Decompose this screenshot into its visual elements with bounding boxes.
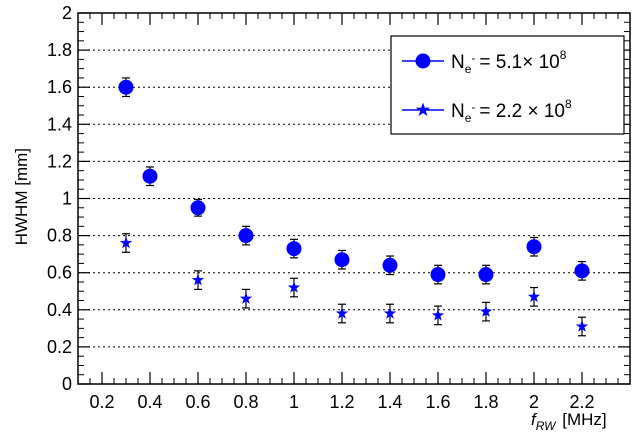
data-point-circle	[142, 168, 158, 184]
data-point-star	[527, 290, 541, 303]
y-tick-label: 1.2	[47, 151, 72, 171]
legend-entry-2: Ne- = 2.2 × 108	[402, 97, 572, 125]
x-tick-label: 0.8	[233, 392, 258, 412]
x-tick-label: 0.6	[185, 392, 210, 412]
x-tick-label: 1.2	[329, 392, 354, 412]
legend-circle-marker	[415, 53, 431, 69]
x-tick-label: 1.6	[425, 392, 450, 412]
data-point-star	[191, 273, 205, 286]
x-tick-label: 2	[529, 392, 539, 412]
tick-labels: 0 0.2 0.4 0.6 0.8 1 1.2 1.4 1.6 1.8 2 0.2 0.4 0.6 0.8 1…	[47, 3, 595, 412]
data-point-star	[239, 292, 253, 304]
y-tick-label: 2	[62, 3, 72, 23]
x-tick-label: 0.4	[137, 392, 162, 412]
data-point-star	[431, 308, 445, 321]
data-point-star	[479, 305, 493, 317]
y-axis-title: HWHM [mm]	[12, 148, 31, 245]
legend-box	[390, 35, 625, 135]
y-tick-label: 0.2	[47, 337, 72, 357]
legend: Ne- = 5.1× 108 Ne- = 2.2 × 108	[390, 35, 625, 135]
x-axis-title: fRW [MHz]	[531, 410, 607, 433]
data-point-circle	[526, 239, 542, 255]
data-point-circle	[574, 263, 590, 279]
data-point-star	[383, 307, 397, 319]
y-tick-label: 0	[62, 374, 72, 394]
data-points	[118, 77, 590, 337]
x-tick-label: 1.4	[377, 392, 402, 412]
y-tick-label: 0.6	[47, 263, 72, 283]
legend-label-2: Ne- = 2.2 × 108	[451, 97, 572, 125]
x-tick-label: 0.2	[89, 392, 114, 412]
data-point-star	[119, 236, 133, 249]
x-tick-label: 2.2	[569, 392, 594, 412]
data-point-star	[575, 320, 589, 332]
y-tick-label: 0.8	[47, 226, 72, 246]
data-point-circle	[430, 267, 446, 283]
legend-label-1: Ne- = 5.1× 108	[451, 48, 567, 76]
data-point-circle	[382, 257, 398, 273]
legend-star-marker	[415, 102, 431, 117]
y-tick-label: 1.8	[47, 40, 72, 60]
y-tick-label: 1.6	[47, 77, 72, 97]
data-point-star	[287, 281, 301, 293]
data-point-circle	[286, 241, 302, 257]
x-tick-label: 1	[289, 392, 299, 412]
x-tick-label: 1.8	[473, 392, 498, 412]
data-point-circle	[478, 267, 494, 283]
data-point-circle	[190, 200, 206, 216]
y-tick-label: 0.4	[47, 300, 72, 320]
data-point-circle	[334, 252, 350, 268]
data-point-circle	[118, 79, 134, 95]
axis-ticks	[77, 12, 630, 385]
grid	[78, 49, 630, 348]
y-tick-label: 1.4	[47, 114, 72, 134]
data-point-star	[335, 307, 349, 319]
y-tick-label: 1	[62, 189, 72, 209]
legend-entry-1: Ne- = 5.1× 108	[402, 48, 567, 76]
data-point-circle	[238, 228, 254, 244]
